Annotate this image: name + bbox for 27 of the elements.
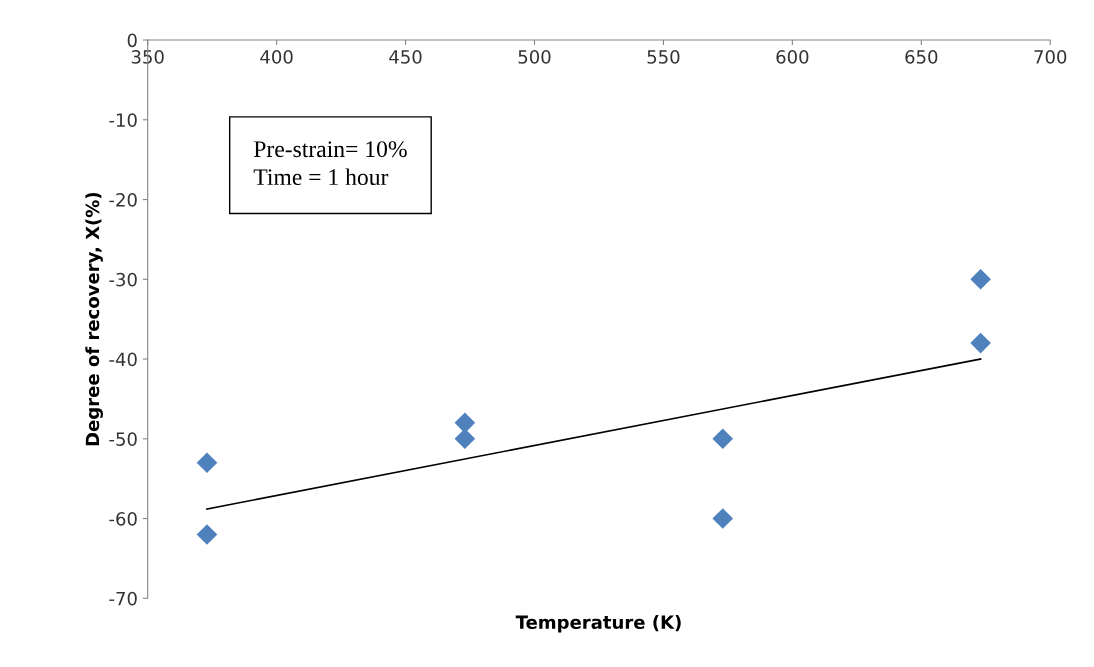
y-tick-label: -50 xyxy=(109,432,137,446)
point xyxy=(970,332,991,354)
x-tick-label: 350 xyxy=(131,50,164,64)
y-tick-label: -10 xyxy=(109,113,137,127)
y-tick-label: 0 xyxy=(127,33,137,48)
y-tick-label: -60 xyxy=(109,512,137,526)
y-tick-label: -70 xyxy=(109,591,137,606)
point xyxy=(454,412,476,434)
point xyxy=(454,428,476,450)
x-tick-label: 500 xyxy=(518,50,551,64)
point xyxy=(196,524,218,545)
annotation: Pre-strain= 10% Time = 1 hour xyxy=(253,141,407,186)
x-tick-label: 700 xyxy=(1034,50,1067,64)
point xyxy=(970,268,991,290)
y-tick-label: -40 xyxy=(109,352,137,367)
x-tick-label: 400 xyxy=(260,50,293,64)
y-tick-label: -30 xyxy=(109,272,137,287)
x-tick-label: 550 xyxy=(647,50,680,64)
y-axis-title: Degree of recovery, X(%) xyxy=(85,192,103,446)
x-tick-label: 600 xyxy=(776,50,809,64)
y-tick-label: -20 xyxy=(109,192,137,207)
x-axis-title: Temperature (K) xyxy=(515,615,681,633)
point xyxy=(712,508,734,529)
point xyxy=(196,452,218,474)
point xyxy=(712,428,734,450)
x-tick-label: 450 xyxy=(389,50,422,64)
x-tick-label: 650 xyxy=(905,50,938,64)
